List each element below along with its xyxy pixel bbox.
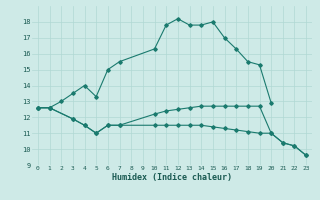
X-axis label: Humidex (Indice chaleur): Humidex (Indice chaleur) — [112, 173, 232, 182]
